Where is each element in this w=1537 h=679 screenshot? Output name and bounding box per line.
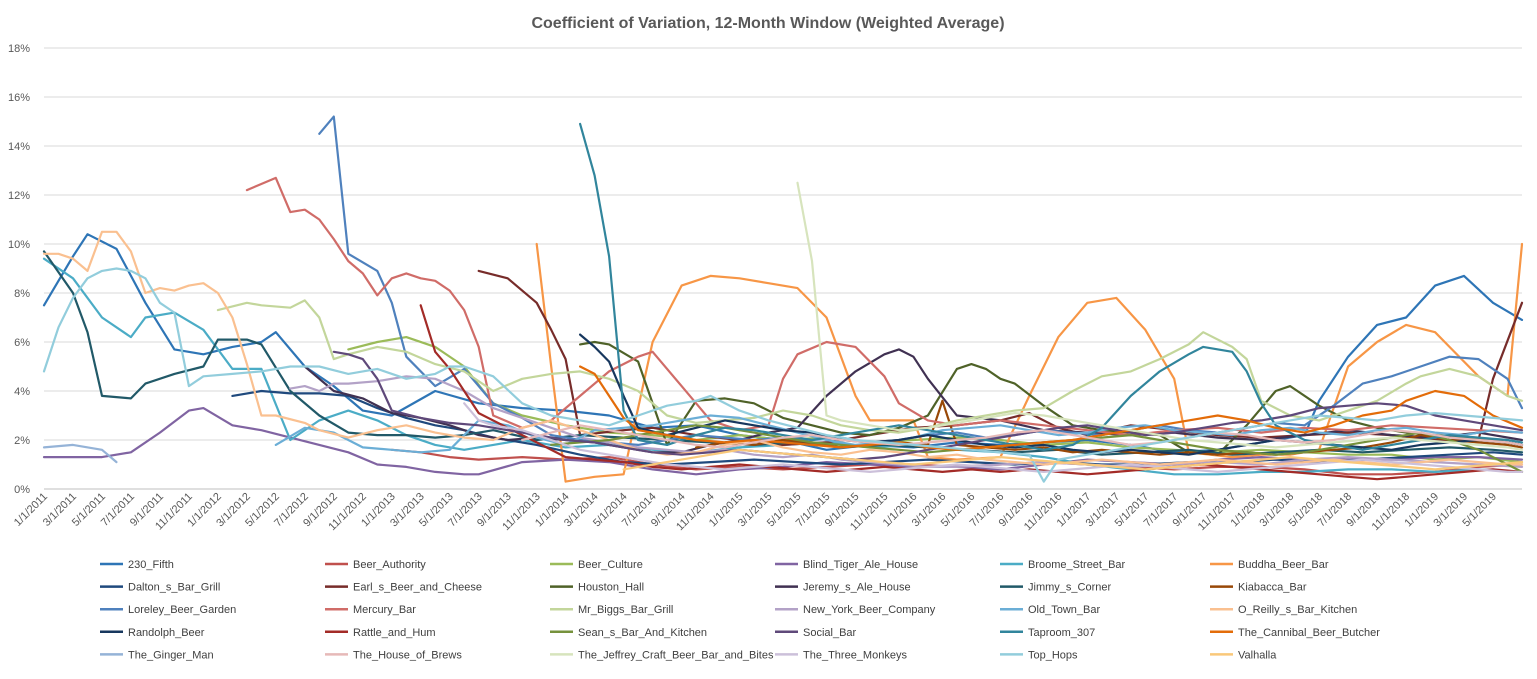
series-line-Blind_Tiger_Ale_House <box>42 407 1524 476</box>
series-lines <box>42 115 1524 483</box>
y-tick-label: 2% <box>14 435 30 447</box>
legend-label: Valhalla <box>1238 649 1277 661</box>
legend-label: Beer_Authority <box>353 559 426 571</box>
chart-title: Coefficient of Variation, 12-Month Windo… <box>531 15 1004 32</box>
series-line-The_Three_Monkeys <box>463 402 1524 473</box>
series-line-Rattle_and_Hum <box>419 304 1524 481</box>
series-line-Valhalla <box>622 448 1524 471</box>
legend-label: The_House_of_Brews <box>353 649 462 661</box>
legend-label: Mercury_Bar <box>353 604 416 616</box>
series-line-Taproom_307 <box>579 122 1524 451</box>
legend-label: Broome_Street_Bar <box>1028 559 1126 571</box>
legend-label: Rattle_and_Hum <box>353 627 436 639</box>
y-tick-label: 14% <box>8 141 30 153</box>
y-tick-label: 0% <box>14 484 30 496</box>
legend-label: Kiabacca_Bar <box>1238 582 1307 594</box>
legend-label: New_York_Beer_Company <box>803 604 936 616</box>
legend-label: Old_Town_Bar <box>1028 604 1100 616</box>
series-line-Top_Hops <box>42 267 1524 483</box>
y-tick-label: 6% <box>14 337 30 349</box>
series-line-Randolph_Beer <box>579 333 1524 456</box>
legend-label: Dalton_s_Bar_Grill <box>128 582 220 594</box>
series-line-The_Ginger_Man <box>42 443 118 464</box>
legend-label: Beer_Culture <box>578 559 643 571</box>
series-line-Social_Bar <box>332 350 1524 461</box>
legend-label: The_Jeffrey_Craft_Beer_Bar_and_Bites <box>578 649 774 661</box>
y-tick-label: 8% <box>14 288 30 300</box>
legend-label: Randolph_Beer <box>128 627 205 639</box>
legend-label: The_Ginger_Man <box>128 649 214 661</box>
legend-label: Earl_s_Beer_and_Cheese <box>353 582 482 594</box>
series-line-Jeremy_s_Ale_House <box>303 348 1524 454</box>
legend-label: Mr_Biggs_Bar_Grill <box>578 604 673 616</box>
legend-label: O_Reilly_s_Bar_Kitchen <box>1238 604 1357 616</box>
legend-label: Loreley_Beer_Garden <box>128 604 236 616</box>
legend-label: 230_Fifth <box>128 559 174 571</box>
y-tick-label: 10% <box>8 239 30 251</box>
series-line-Broome_Street_Bar <box>42 257 1524 476</box>
legend-label: Taproom_307 <box>1028 627 1095 639</box>
y-tick-label: 12% <box>8 190 30 202</box>
y-tick-label: 16% <box>8 92 30 104</box>
legend-label: Houston_Hall <box>578 582 644 594</box>
legend-label: The_Cannibal_Beer_Butcher <box>1238 627 1380 639</box>
y-tick-label: 18% <box>8 43 30 55</box>
legend-label: Jimmy_s_Corner <box>1028 582 1111 594</box>
legend-label: Jeremy_s_Ale_House <box>803 582 911 594</box>
y-tick-label: 4% <box>14 386 30 398</box>
legend-label: Blind_Tiger_Ale_House <box>803 559 918 571</box>
legend-label: Buddha_Beer_Bar <box>1238 559 1329 571</box>
y-axis: 0% 2% 4% 6% 8% 10% 12% 14% 16% 18% <box>8 43 30 496</box>
legend-label: Sean_s_Bar_And_Kitchen <box>578 627 707 639</box>
legend-label: The_Three_Monkeys <box>803 649 907 661</box>
series-line-The_House_of_Brews <box>521 424 1524 449</box>
legend: 230_Fifth Beer_Authority Beer_Culture Blind… <box>100 559 1380 661</box>
series-line-The_Cannibal_Beer_Butcher <box>579 365 1524 451</box>
legend-label: Social_Bar <box>803 627 857 639</box>
series-line-O_Reilly_s_Bar_Kitchen <box>42 230 1524 466</box>
legend-label: Top_Hops <box>1028 649 1078 661</box>
series-line-The_Jeffrey_Craft_Beer_Bar_and_Bites <box>796 181 1524 451</box>
